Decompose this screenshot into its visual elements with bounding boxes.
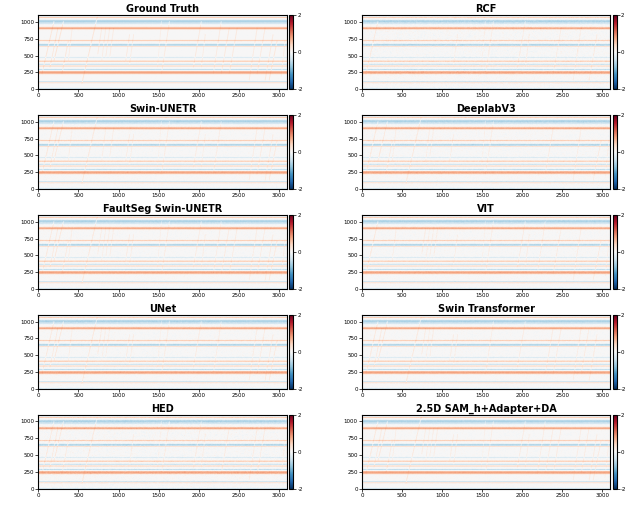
Title: Swin Transformer: Swin Transformer: [438, 304, 534, 314]
Title: RCF: RCF: [476, 5, 497, 14]
Title: DeeplabV3: DeeplabV3: [456, 104, 516, 115]
Title: FaultSeg Swin-UNETR: FaultSeg Swin-UNETR: [103, 204, 222, 214]
Title: Swin-UNETR: Swin-UNETR: [129, 104, 196, 115]
Title: 2.5D SAM_h+Adapter+DA: 2.5D SAM_h+Adapter+DA: [416, 404, 557, 414]
Title: Ground Truth: Ground Truth: [126, 5, 199, 14]
Title: UNet: UNet: [149, 304, 176, 314]
Title: HED: HED: [151, 404, 174, 414]
Title: VIT: VIT: [477, 204, 495, 214]
